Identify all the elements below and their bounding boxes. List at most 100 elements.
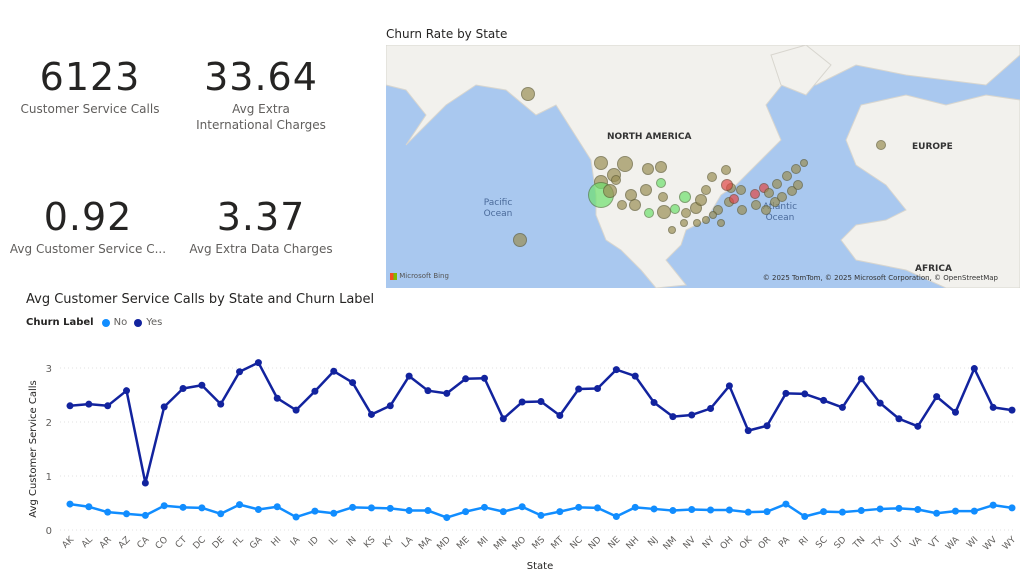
data-point-yes[interactable]: [349, 379, 357, 387]
data-point-yes[interactable]: [179, 385, 187, 393]
data-point-no[interactable]: [311, 507, 319, 515]
data-point-yes[interactable]: [330, 367, 338, 375]
state-bubble[interactable]: [611, 175, 621, 185]
data-point-no[interactable]: [820, 508, 828, 516]
data-point-yes[interactable]: [217, 400, 225, 408]
data-point-yes[interactable]: [970, 365, 978, 373]
data-point-yes[interactable]: [537, 397, 545, 405]
data-point-no[interactable]: [951, 507, 959, 515]
data-point-yes[interactable]: [612, 366, 620, 374]
data-point-no[interactable]: [612, 513, 620, 520]
data-point-yes[interactable]: [141, 479, 149, 487]
data-point-yes[interactable]: [160, 403, 168, 411]
data-point-no[interactable]: [292, 513, 300, 521]
data-point-no[interactable]: [970, 507, 978, 515]
data-point-no[interactable]: [198, 504, 206, 512]
data-point-yes[interactable]: [594, 385, 602, 393]
data-point-yes[interactable]: [405, 372, 413, 380]
state-bubble[interactable]: [751, 200, 761, 210]
data-point-yes[interactable]: [951, 408, 959, 416]
data-point-no[interactable]: [123, 510, 131, 518]
data-point-no[interactable]: [650, 505, 658, 513]
data-point-no[interactable]: [838, 508, 846, 516]
state-bubble[interactable]: [594, 156, 608, 170]
data-point-yes[interactable]: [1008, 406, 1016, 414]
data-point-yes[interactable]: [66, 402, 74, 410]
data-point-no[interactable]: [462, 508, 470, 516]
state-bubble[interactable]: [642, 163, 654, 175]
data-point-yes[interactable]: [838, 403, 846, 411]
data-point-no[interactable]: [367, 504, 375, 512]
data-point-no[interactable]: [160, 502, 168, 510]
state-bubble[interactable]: [603, 184, 617, 198]
state-bubble[interactable]: [707, 172, 717, 182]
data-point-yes[interactable]: [631, 372, 639, 380]
data-point-yes[interactable]: [499, 415, 507, 423]
legend-no-label[interactable]: No: [113, 317, 128, 328]
data-point-no[interactable]: [405, 507, 413, 515]
churn-rate-map[interactable]: NORTH AMERICA EUROPE AFRICA Pacific Ocea…: [386, 45, 1020, 288]
data-point-no[interactable]: [104, 508, 112, 516]
state-bubble[interactable]: [721, 179, 733, 191]
data-point-yes[interactable]: [386, 402, 394, 410]
data-point-no[interactable]: [707, 506, 715, 514]
state-bubble[interactable]: [521, 87, 535, 101]
data-point-no[interactable]: [349, 503, 357, 511]
data-point-no[interactable]: [782, 500, 790, 508]
data-point-no[interactable]: [518, 503, 526, 511]
state-bubble[interactable]: [800, 159, 808, 167]
data-point-yes[interactable]: [236, 368, 244, 376]
data-point-no[interactable]: [989, 501, 997, 509]
data-point-no[interactable]: [537, 511, 545, 519]
data-point-no[interactable]: [688, 505, 696, 513]
state-bubble[interactable]: [513, 233, 527, 247]
data-point-no[interactable]: [85, 503, 93, 511]
data-point-yes[interactable]: [989, 403, 997, 411]
data-point-no[interactable]: [744, 508, 752, 516]
state-bubble[interactable]: [640, 184, 652, 196]
data-point-no[interactable]: [480, 503, 488, 511]
data-point-yes[interactable]: [367, 410, 375, 418]
data-point-yes[interactable]: [763, 422, 771, 430]
data-point-no[interactable]: [273, 503, 281, 511]
state-bubble[interactable]: [777, 192, 787, 202]
data-point-yes[interactable]: [933, 393, 941, 401]
data-point-yes[interactable]: [744, 427, 752, 435]
data-point-no[interactable]: [236, 501, 244, 509]
data-point-yes[interactable]: [518, 398, 526, 406]
state-bubble[interactable]: [713, 205, 723, 215]
data-point-yes[interactable]: [857, 375, 865, 383]
data-point-yes[interactable]: [876, 399, 884, 407]
data-point-yes[interactable]: [914, 422, 922, 430]
state-bubble[interactable]: [701, 185, 711, 195]
state-bubble[interactable]: [709, 211, 717, 219]
state-bubble[interactable]: [656, 178, 666, 188]
data-point-yes[interactable]: [424, 387, 432, 395]
state-bubble[interactable]: [737, 205, 747, 215]
data-point-no[interactable]: [66, 500, 74, 508]
map-copyright[interactable]: © 2025 TomTom, © 2025 Microsoft Corporat…: [762, 274, 998, 282]
state-bubble[interactable]: [681, 208, 691, 218]
state-bubble[interactable]: [617, 200, 627, 210]
data-point-yes[interactable]: [782, 389, 790, 397]
state-bubble[interactable]: [764, 188, 774, 198]
state-bubble[interactable]: [695, 194, 707, 206]
state-bubble[interactable]: [655, 161, 667, 173]
data-point-no[interactable]: [876, 505, 884, 513]
state-bubble[interactable]: [668, 226, 676, 234]
data-point-no[interactable]: [424, 507, 432, 515]
data-point-yes[interactable]: [273, 394, 281, 402]
data-point-yes[interactable]: [650, 399, 658, 407]
data-point-no[interactable]: [763, 508, 771, 516]
state-bubble[interactable]: [680, 219, 688, 227]
data-point-yes[interactable]: [480, 374, 488, 382]
data-point-yes[interactable]: [311, 387, 319, 395]
data-point-yes[interactable]: [575, 385, 583, 393]
state-bubble[interactable]: [876, 140, 886, 150]
state-bubble[interactable]: [750, 189, 760, 199]
state-bubble[interactable]: [772, 179, 782, 189]
state-bubble[interactable]: [670, 204, 680, 214]
data-point-no[interactable]: [725, 506, 733, 514]
data-point-no[interactable]: [669, 507, 677, 515]
data-point-yes[interactable]: [688, 411, 696, 419]
